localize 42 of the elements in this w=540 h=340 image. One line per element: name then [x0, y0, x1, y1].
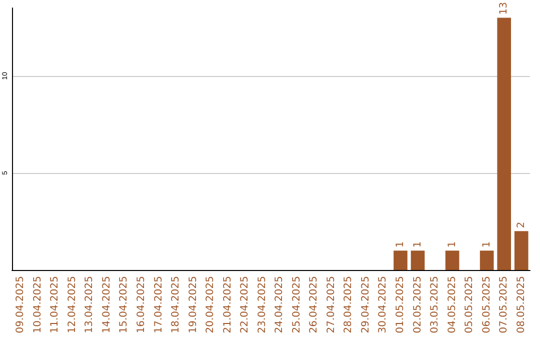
x-tick-label: 10.04.2025: [32, 276, 44, 334]
x-tick-label: 21.04.2025: [222, 276, 234, 334]
bar: [514, 231, 528, 270]
data-label: 1: [395, 241, 406, 248]
bar: [497, 18, 512, 270]
bar: [480, 250, 494, 270]
x-tick-label: 26.04.2025: [308, 276, 320, 334]
x-tick-label: 18.04.2025: [170, 276, 182, 334]
x-tick-label: 15.04.2025: [118, 276, 130, 334]
bar: [445, 250, 460, 270]
data-label: 1: [412, 241, 424, 248]
data-label: 1: [446, 241, 458, 248]
bar: [394, 250, 408, 270]
x-tick-label: 30.04.2025: [378, 276, 389, 334]
x-tick-label: 11.04.2025: [50, 276, 61, 334]
x-tick-label: 16.04.2025: [136, 276, 147, 334]
bar: [410, 250, 425, 270]
x-tick-label: 17.04.2025: [153, 276, 164, 334]
x-tick-label: 06.05.2025: [481, 276, 492, 334]
x-tick-label: 24.04.2025: [274, 276, 286, 334]
x-tick-label: 19.04.2025: [188, 276, 199, 334]
x-tick-label: 29.04.2025: [360, 276, 372, 334]
x-tick-label: 01.05.2025: [395, 276, 406, 334]
x-tick-label: 20.04.2025: [205, 276, 216, 334]
x-tick-label: 08.05.2025: [516, 276, 527, 334]
x-tick-label: 27.04.2025: [326, 276, 337, 334]
x-tick-label: 05.05.2025: [464, 276, 476, 334]
x-tick-label: 25.04.2025: [291, 276, 302, 334]
x-tick-label: 03.05.2025: [430, 276, 441, 334]
x-tick-label: 14.04.2025: [101, 276, 112, 334]
x-tick-label: 04.05.2025: [446, 276, 458, 334]
x-tick-label: 22.04.2025: [240, 276, 251, 334]
x-tick-label: 12.04.2025: [66, 276, 78, 334]
x-tick-label: 02.05.2025: [412, 276, 424, 334]
data-label: 1: [481, 241, 492, 248]
x-tick-label: 09.04.2025: [15, 276, 26, 334]
x-tick-label: 13.04.2025: [84, 276, 96, 334]
data-label: 13: [498, 2, 510, 15]
x-tick-label: 07.05.2025: [498, 276, 510, 334]
data-label: 2: [516, 222, 527, 228]
x-tick-label: 28.04.2025: [343, 276, 354, 334]
x-tick-label: 23.04.2025: [256, 276, 268, 334]
